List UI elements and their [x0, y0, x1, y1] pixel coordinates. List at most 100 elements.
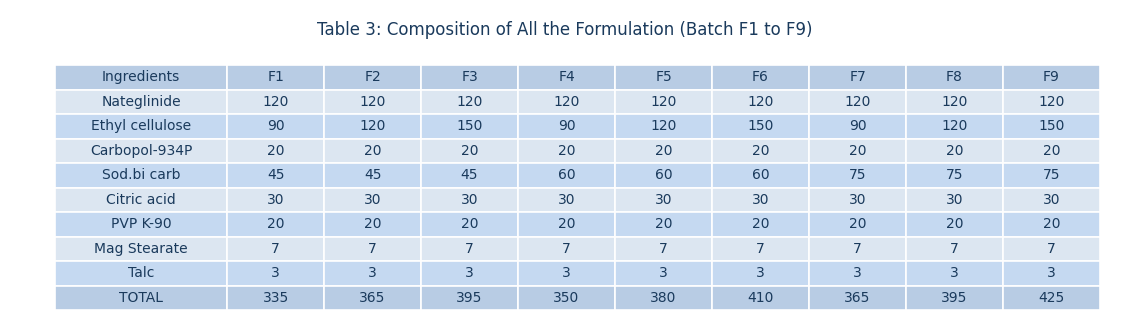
Bar: [712, 90, 809, 114]
Bar: [55, 212, 227, 236]
Text: F3: F3: [461, 70, 478, 84]
Text: 7: 7: [465, 242, 474, 256]
Text: F6: F6: [752, 70, 769, 84]
Text: 20: 20: [752, 217, 769, 231]
Text: F7: F7: [849, 70, 866, 84]
Bar: [324, 261, 421, 286]
Bar: [615, 65, 712, 90]
Bar: [227, 163, 324, 188]
Bar: [615, 212, 712, 236]
Bar: [55, 188, 227, 212]
Bar: [421, 286, 518, 310]
Text: F2: F2: [365, 70, 380, 84]
Text: 3: 3: [951, 266, 959, 280]
Text: 120: 120: [942, 119, 968, 133]
Bar: [55, 163, 227, 188]
Bar: [227, 114, 324, 138]
Text: 150: 150: [747, 119, 773, 133]
Bar: [809, 90, 905, 114]
Text: 30: 30: [1043, 193, 1060, 207]
Bar: [324, 90, 421, 114]
Text: F4: F4: [558, 70, 575, 84]
Text: 20: 20: [558, 144, 576, 158]
Bar: [712, 163, 809, 188]
Text: Ethyl cellulose: Ethyl cellulose: [91, 119, 191, 133]
Bar: [615, 236, 712, 261]
Text: F5: F5: [655, 70, 672, 84]
Bar: [712, 188, 809, 212]
Text: 150: 150: [1039, 119, 1065, 133]
Text: Mag Stearate: Mag Stearate: [94, 242, 187, 256]
Text: 365: 365: [844, 291, 870, 305]
Text: PVP K-90: PVP K-90: [111, 217, 172, 231]
Bar: [712, 65, 809, 90]
Bar: [809, 286, 905, 310]
Text: 7: 7: [1047, 242, 1056, 256]
Bar: [518, 261, 615, 286]
Text: 395: 395: [942, 291, 968, 305]
Text: 150: 150: [456, 119, 483, 133]
Text: 20: 20: [266, 217, 285, 231]
Bar: [324, 138, 421, 163]
Bar: [55, 261, 227, 286]
Bar: [905, 114, 1003, 138]
Bar: [518, 286, 615, 310]
Bar: [421, 261, 518, 286]
Text: 45: 45: [364, 168, 382, 182]
Bar: [712, 261, 809, 286]
Text: 30: 30: [461, 193, 479, 207]
Bar: [518, 163, 615, 188]
Bar: [1003, 65, 1100, 90]
Bar: [712, 286, 809, 310]
Bar: [905, 261, 1003, 286]
Bar: [518, 212, 615, 236]
Text: 30: 30: [655, 193, 672, 207]
Bar: [227, 212, 324, 236]
Bar: [518, 188, 615, 212]
Text: F8: F8: [946, 70, 963, 84]
Bar: [615, 114, 712, 138]
Bar: [615, 261, 712, 286]
Text: 120: 120: [359, 119, 386, 133]
Text: 120: 120: [942, 95, 968, 109]
Text: 3: 3: [368, 266, 377, 280]
Text: 425: 425: [1039, 291, 1065, 305]
Bar: [905, 188, 1003, 212]
Bar: [615, 286, 712, 310]
Text: Talc: Talc: [128, 266, 155, 280]
Bar: [518, 236, 615, 261]
Bar: [421, 65, 518, 90]
Text: 3: 3: [1047, 266, 1056, 280]
Bar: [421, 188, 518, 212]
Text: 75: 75: [946, 168, 963, 182]
Bar: [55, 138, 227, 163]
Text: 75: 75: [1043, 168, 1060, 182]
Bar: [1003, 138, 1100, 163]
Bar: [809, 261, 905, 286]
Bar: [809, 212, 905, 236]
Bar: [712, 138, 809, 163]
Bar: [55, 236, 227, 261]
Text: F9: F9: [1043, 70, 1060, 84]
Text: 45: 45: [266, 168, 285, 182]
Text: 7: 7: [756, 242, 765, 256]
Text: 120: 120: [553, 95, 579, 109]
Text: 7: 7: [854, 242, 861, 256]
Text: 20: 20: [849, 217, 866, 231]
Bar: [809, 163, 905, 188]
Text: 30: 30: [558, 193, 576, 207]
Bar: [809, 138, 905, 163]
Text: 120: 120: [844, 95, 870, 109]
Bar: [55, 114, 227, 138]
Bar: [55, 65, 227, 90]
Text: 90: 90: [266, 119, 285, 133]
Bar: [324, 114, 421, 138]
Text: 60: 60: [655, 168, 673, 182]
Text: 3: 3: [271, 266, 280, 280]
Text: Sod.bi carb: Sod.bi carb: [102, 168, 181, 182]
Text: 395: 395: [456, 291, 483, 305]
Text: 410: 410: [747, 291, 773, 305]
Text: 120: 120: [1039, 95, 1065, 109]
Bar: [905, 286, 1003, 310]
Bar: [905, 138, 1003, 163]
